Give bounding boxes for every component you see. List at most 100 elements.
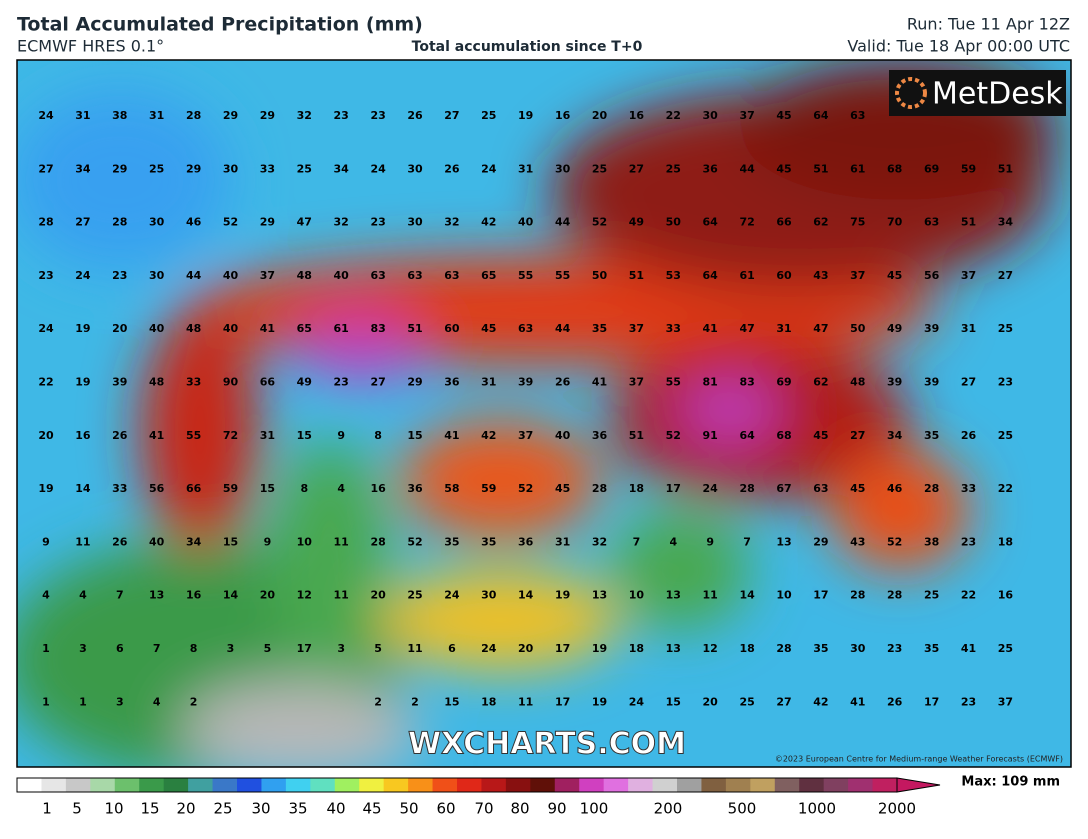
grid-value: 16 (75, 429, 91, 442)
grid-value: 35 (481, 535, 496, 548)
colorbar-label: 40 (326, 800, 345, 818)
grid-value: 47 (813, 322, 828, 335)
grid-value: 29 (186, 162, 201, 175)
grid-value: 2 (190, 695, 198, 708)
grid-value: 67 (776, 482, 791, 495)
logo: MetDesk (932, 77, 1063, 112)
grid-value: 45 (481, 322, 496, 335)
grid-value: 13 (776, 535, 791, 548)
grid-value: 42 (813, 695, 828, 708)
grid-value: 50 (850, 322, 866, 335)
grid-value: 25 (592, 162, 607, 175)
grid-value: 68 (887, 162, 902, 175)
grid-value: 27 (961, 376, 976, 389)
grid-value: 29 (260, 109, 275, 122)
grid-value: 20 (260, 589, 276, 602)
grid-value: 65 (481, 269, 496, 282)
grid-value: 31 (518, 162, 533, 175)
grid-value: 64 (703, 216, 719, 229)
grid-value: 13 (592, 589, 607, 602)
grid-value: 4 (669, 535, 677, 548)
grid-value: 24 (75, 269, 91, 282)
grid-value: 36 (703, 162, 719, 175)
grid-value: 24 (444, 589, 460, 602)
grid-value: 44 (186, 269, 202, 282)
grid-value: 72 (223, 429, 238, 442)
grid-value: 64 (739, 429, 755, 442)
grid-value: 29 (112, 162, 127, 175)
grid-value: 25 (666, 162, 681, 175)
grid-value: 48 (850, 376, 865, 389)
grid-value: 40 (223, 269, 239, 282)
grid-value: 37 (850, 269, 865, 282)
grid-value: 27 (444, 109, 459, 122)
colorbar-swatch (848, 778, 874, 792)
grid-value: 44 (555, 322, 571, 335)
colorbar-swatch (799, 778, 825, 792)
grid-value: 23 (38, 269, 53, 282)
grid-value: 61 (739, 269, 754, 282)
grid-value: 17 (666, 482, 681, 495)
colorbar-swatch (872, 778, 898, 792)
grid-value: 4 (79, 589, 87, 602)
grid-value: 27 (850, 429, 865, 442)
grid-value: 59 (961, 162, 976, 175)
grid-value: 8 (374, 429, 382, 442)
grid-value: 35 (924, 429, 939, 442)
grid-value: 33 (112, 482, 127, 495)
grid-value: 41 (850, 695, 865, 708)
grid-value: 61 (850, 162, 865, 175)
grid-value: 59 (223, 482, 238, 495)
colorbar-swatch (505, 778, 531, 792)
grid-value: 46 (186, 216, 202, 229)
colorbar-label: 25 (213, 800, 232, 818)
grid-value: 16 (998, 589, 1014, 602)
grid-value: 45 (776, 162, 791, 175)
colorbar-swatch (579, 778, 605, 792)
grid-value: 12 (703, 642, 718, 655)
colorbar-label: 50 (399, 800, 418, 818)
grid-value: 83 (370, 322, 385, 335)
grid-value: 16 (555, 109, 571, 122)
grid-value: 1 (42, 695, 50, 708)
grid-value: 5 (374, 642, 382, 655)
grid-value: 28 (592, 482, 607, 495)
grid-value: 34 (186, 535, 202, 548)
grid-value: 34 (998, 216, 1014, 229)
grid-value: 69 (924, 162, 939, 175)
colorbar-swatch (432, 778, 458, 792)
grid-value: 33 (186, 376, 201, 389)
grid-value: 27 (629, 162, 644, 175)
grid-value: 8 (300, 482, 308, 495)
grid-value: 23 (334, 109, 349, 122)
grid-value: 39 (887, 376, 902, 389)
colorbar-swatch (188, 778, 214, 792)
grid-value: 51 (813, 162, 828, 175)
grid-value: 51 (629, 429, 644, 442)
grid-value: 60 (776, 269, 792, 282)
colorbar-swatch (628, 778, 654, 792)
colorbar-swatch (603, 778, 629, 792)
grid-value: 11 (75, 535, 90, 548)
colorbar-swatch (530, 778, 556, 792)
grid-value: 29 (407, 376, 422, 389)
grid-value: 55 (186, 429, 201, 442)
grid-value: 45 (776, 109, 791, 122)
grid-value: 3 (337, 642, 345, 655)
colorbar-label: 35 (288, 800, 307, 818)
colorbar-swatch (114, 778, 140, 792)
grid-value: 68 (776, 429, 791, 442)
grid-value: 49 (297, 376, 312, 389)
grid-value: 16 (629, 109, 645, 122)
grid-value: 24 (38, 109, 54, 122)
grid-value: 37 (260, 269, 275, 282)
grid-value: 17 (924, 695, 939, 708)
grid-value: 31 (776, 322, 791, 335)
grid-value: 26 (112, 429, 128, 442)
grid-value: 35 (592, 322, 607, 335)
grid-value: 40 (149, 322, 165, 335)
colorbar-swatch (139, 778, 165, 792)
grid-value: 36 (518, 535, 534, 548)
grid-value: 48 (149, 376, 164, 389)
